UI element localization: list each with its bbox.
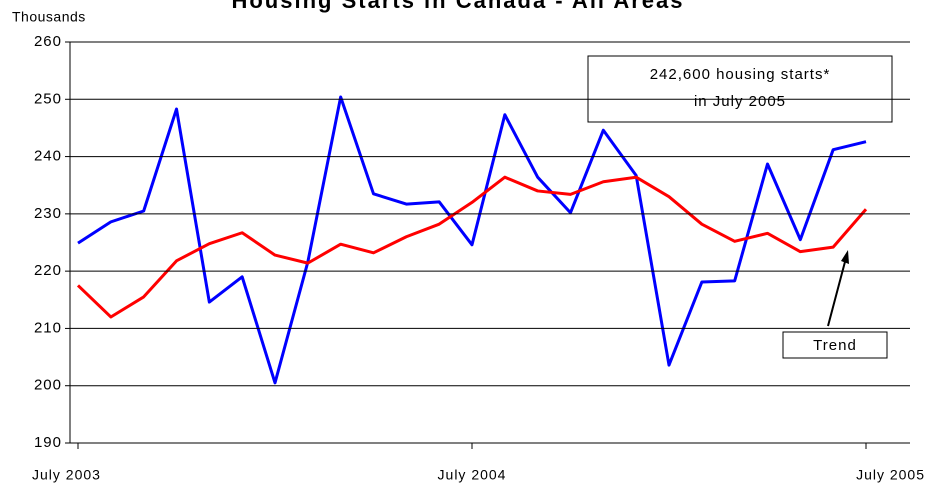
y-tick-label: 240 [34, 148, 62, 165]
annotation-box [587, 55, 893, 123]
y-tick-label: 250 [34, 90, 62, 107]
y-tick-label: 230 [34, 205, 62, 222]
annotation: Trend [813, 337, 857, 354]
x-tick-label: July 2003 [32, 467, 101, 483]
arrow-head [841, 250, 849, 264]
y-axis-label: Thousands [12, 9, 86, 25]
y-tick-label: 260 [34, 33, 62, 50]
x-tick-label: July 2004 [438, 467, 507, 483]
annotation-arrow [827, 257, 847, 327]
y-tick-label: 190 [34, 434, 62, 451]
annotation: 242,600 housing starts* [650, 66, 831, 83]
chart-title: Housing Starts in Canada - All Areas [231, 0, 684, 13]
annotation: in July 2005 [694, 93, 786, 110]
series-line [76, 175, 868, 319]
y-tick-label: 200 [34, 377, 62, 394]
annotation-box [782, 331, 888, 359]
x-tick-label: July 2005 [856, 467, 925, 483]
y-tick-label: 220 [34, 262, 62, 279]
series-line [77, 95, 867, 385]
y-tick-label: 210 [34, 319, 62, 336]
